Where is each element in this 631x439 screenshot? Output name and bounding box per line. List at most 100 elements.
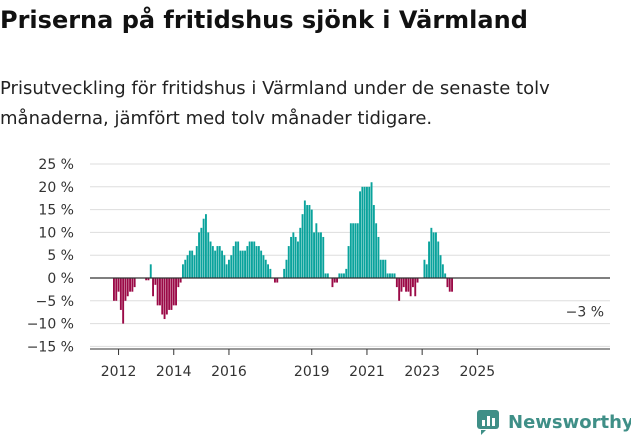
bar — [451, 278, 453, 292]
bar — [435, 232, 437, 278]
bar — [195, 246, 198, 278]
bar — [177, 278, 180, 288]
bar — [306, 205, 309, 278]
bar — [193, 255, 196, 278]
bar — [182, 264, 184, 278]
bar — [129, 278, 131, 292]
bar — [188, 250, 191, 278]
bar — [244, 250, 246, 278]
y-tick-label: −5 % — [36, 294, 74, 310]
bar — [131, 278, 134, 292]
bar — [191, 250, 194, 278]
bar — [209, 241, 212, 278]
chart-title: Priserna på fritidshus sjönk i Värmland — [0, 6, 528, 34]
x-axis-labels: 2012 2014 2016 2019 2021 2023 2025 — [101, 364, 495, 380]
bar — [389, 273, 391, 278]
bar — [170, 278, 173, 310]
bar — [115, 278, 118, 301]
bar — [117, 278, 120, 292]
bar — [133, 278, 136, 288]
x-tick-label: 2016 — [211, 364, 247, 380]
bar — [375, 223, 378, 278]
bar — [333, 278, 336, 283]
bar — [386, 273, 389, 278]
bar — [267, 264, 269, 278]
bar — [147, 278, 150, 281]
bar — [448, 278, 451, 292]
y-axis-labels: 25 % 20 % 15 % 10 % 5 % 0 % −5 % −10 % −15 % — [27, 157, 74, 355]
bar — [234, 241, 237, 278]
bar — [165, 278, 168, 315]
bar — [253, 241, 256, 278]
bar — [287, 246, 290, 278]
bar — [446, 278, 449, 288]
y-tick-label: −15 % — [27, 339, 74, 355]
bar — [283, 268, 286, 278]
bar — [377, 236, 380, 278]
x-tick-label: 2019 — [294, 364, 330, 380]
y-tick-label: 5 % — [47, 248, 74, 264]
bar — [214, 250, 217, 278]
bar — [292, 232, 295, 278]
bar — [359, 191, 361, 278]
bar — [207, 232, 210, 278]
bar — [216, 246, 219, 278]
bar — [230, 255, 233, 278]
bar — [349, 223, 352, 278]
bar — [366, 186, 368, 278]
bars-group — [113, 182, 453, 324]
bar — [315, 223, 318, 278]
bar — [239, 250, 242, 278]
bar — [119, 278, 122, 310]
y-tick-label: 10 % — [38, 225, 74, 241]
bar — [211, 246, 214, 278]
bar — [179, 278, 182, 283]
x-tick-label: 2025 — [460, 364, 496, 380]
bar — [290, 236, 292, 278]
bar — [338, 273, 341, 278]
bar — [285, 259, 288, 278]
bar — [228, 259, 230, 278]
bar — [416, 278, 419, 283]
bar — [260, 250, 263, 278]
bar — [372, 205, 375, 278]
x-axis-ticks — [118, 349, 478, 355]
bar — [308, 205, 311, 278]
bar — [409, 278, 412, 297]
bar — [324, 273, 327, 278]
bar — [320, 232, 322, 278]
bar — [246, 246, 249, 278]
x-tick-label: 2023 — [404, 364, 440, 380]
bar — [154, 278, 157, 285]
bar — [395, 278, 398, 288]
bar — [221, 250, 223, 278]
bar — [262, 255, 265, 278]
bar — [379, 259, 382, 278]
bar — [301, 214, 304, 278]
bar — [347, 246, 350, 278]
bar — [145, 278, 148, 281]
bar — [255, 246, 258, 278]
bar — [269, 268, 272, 278]
y-tick-label: −10 % — [27, 317, 74, 333]
bar — [124, 278, 127, 301]
bar — [414, 278, 417, 297]
bar — [441, 264, 444, 278]
bar — [313, 232, 315, 278]
bar — [274, 278, 276, 283]
bar — [163, 278, 166, 320]
bar — [225, 264, 228, 278]
bar — [437, 241, 440, 278]
newsworthy-logo[interactable]: Newsworthy — [476, 408, 631, 436]
bar — [198, 232, 200, 278]
bar — [172, 278, 175, 306]
bar — [186, 255, 189, 278]
bar — [276, 278, 279, 283]
last-value-label: −3 % — [566, 305, 604, 321]
bar — [423, 259, 426, 278]
bar — [444, 273, 447, 278]
bar — [428, 241, 430, 278]
bar — [303, 200, 306, 278]
bar — [363, 186, 366, 278]
bar — [384, 259, 387, 278]
